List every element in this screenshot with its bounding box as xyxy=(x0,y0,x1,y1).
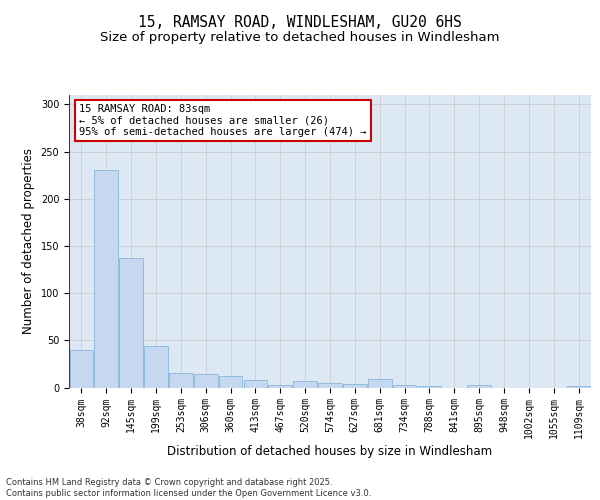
Bar xyxy=(169,374,193,388)
Bar xyxy=(70,350,93,388)
Bar xyxy=(293,381,317,388)
Bar xyxy=(219,376,242,388)
Bar xyxy=(194,374,218,388)
Text: 15, RAMSAY ROAD, WINDLESHAM, GU20 6HS: 15, RAMSAY ROAD, WINDLESHAM, GU20 6HS xyxy=(138,15,462,30)
Bar xyxy=(467,384,491,388)
X-axis label: Distribution of detached houses by size in Windlesham: Distribution of detached houses by size … xyxy=(167,446,493,458)
Bar xyxy=(418,386,441,388)
Text: Contains HM Land Registry data © Crown copyright and database right 2025.
Contai: Contains HM Land Registry data © Crown c… xyxy=(6,478,371,498)
Bar xyxy=(119,258,143,388)
Text: 15 RAMSAY ROAD: 83sqm
← 5% of detached houses are smaller (26)
95% of semi-detac: 15 RAMSAY ROAD: 83sqm ← 5% of detached h… xyxy=(79,104,367,137)
Bar xyxy=(368,379,392,388)
Bar xyxy=(318,383,342,388)
Bar xyxy=(94,170,118,388)
Bar xyxy=(268,384,292,388)
Bar xyxy=(343,384,367,388)
Y-axis label: Number of detached properties: Number of detached properties xyxy=(22,148,35,334)
Bar xyxy=(244,380,267,388)
Text: Size of property relative to detached houses in Windlesham: Size of property relative to detached ho… xyxy=(100,31,500,44)
Bar xyxy=(144,346,168,388)
Bar xyxy=(567,386,590,388)
Bar xyxy=(393,384,416,388)
